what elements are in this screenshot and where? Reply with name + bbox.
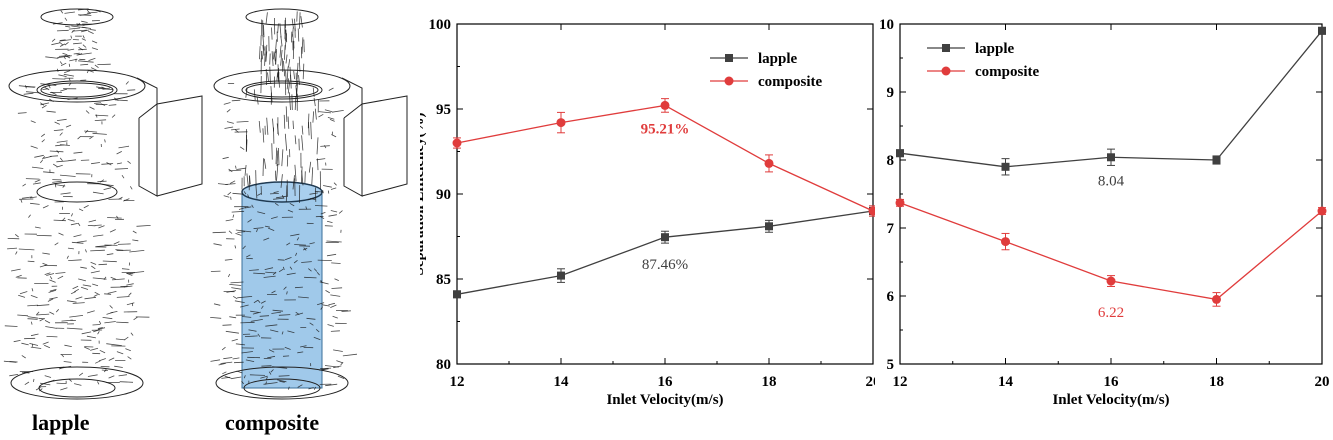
chart1-point-lapple [1107, 153, 1115, 162]
chart1-point-composite [1106, 276, 1116, 286]
chart0-y-tick-label: 95 [436, 102, 451, 118]
lapple-cyclone [3, 8, 203, 400]
chart0-point-composite [452, 138, 462, 148]
lapple-inlet-box [138, 95, 203, 197]
chart0-y-axis-label: Separation Efficiency(%) [420, 113, 427, 276]
lapple-top-outlet [40, 8, 114, 26]
chart0-point-composite [764, 158, 774, 168]
chart1-legend-marker-lapple [942, 44, 950, 52]
chart0-x-tick-label: 20 [866, 374, 876, 390]
chart1-y-tick-label: 10 [879, 17, 894, 33]
chart0-x-tick-label: 16 [658, 374, 674, 390]
lapple-body-top [8, 69, 146, 103]
chart0-legend-marker-composite [724, 76, 734, 86]
composite-top-outlet [245, 8, 319, 26]
chart1-point-lapple [896, 149, 904, 158]
chart1-y-tick-label: 8 [887, 153, 895, 169]
chart1-legend-label-composite: composite [975, 64, 1039, 80]
chart1-point-composite [1317, 206, 1327, 216]
chart0-y-tick-label: 100 [429, 17, 452, 33]
chart1-point-lapple [1318, 26, 1326, 35]
chart1-y-tick-label: 5 [887, 357, 895, 373]
chart1-x-tick-label: 14 [998, 374, 1014, 390]
chart0-point-lapple [765, 222, 773, 231]
lapple-vortex-finder [36, 80, 118, 100]
chart0-x-tick-label: 18 [762, 374, 777, 390]
chart0-x-tick-label: 14 [554, 374, 570, 390]
label-lapple: lapple [32, 410, 90, 435]
chart1-point-composite [895, 198, 905, 208]
lapple-mid-ring [36, 181, 118, 203]
composite-inlet-box [343, 95, 408, 197]
chart1-series-composite [895, 198, 1327, 307]
chart1-x-tick-label: 16 [1104, 374, 1120, 390]
composite-inner-tube [241, 191, 323, 389]
chart0-legend-marker-lapple [725, 54, 733, 62]
chart0-line-lapple [456, 210, 874, 295]
lapple-velocity-vectors [3, 8, 151, 392]
chart1-line-lapple [899, 30, 1323, 168]
chart1-point-composite [1001, 237, 1010, 247]
chart0-point-composite [868, 206, 875, 216]
chart1-y-tick-label: 7 [887, 221, 895, 237]
chart1-legend-marker-composite [941, 66, 951, 76]
chart0-legend-label-lapple: lapple [758, 51, 798, 67]
chart0-y-tick-label: 80 [436, 357, 451, 373]
chart0-y-tick-label: 85 [436, 272, 451, 288]
label-composite: composite [225, 410, 320, 435]
composite-body-top [213, 69, 351, 103]
chart1-x-tick-label: 18 [1209, 374, 1224, 390]
chart1-x-tick-label: 12 [893, 374, 908, 390]
chart0-y-tick-label: 90 [436, 187, 451, 203]
chart0-point-lapple [557, 271, 565, 280]
lapple-inlet-side [136, 77, 158, 197]
composite-bottom [215, 366, 349, 400]
chart1-legend-label-lapple: lapple [975, 41, 1015, 57]
chart0-annotation-composite: 95.21% [641, 121, 690, 137]
chart1-point-composite [1212, 294, 1221, 304]
lapple-vortex-finder-inner [40, 82, 114, 98]
chart1-point-lapple [1001, 162, 1010, 171]
composite-bottom-inner [243, 378, 321, 398]
chart0-legend-label-composite: composite [758, 74, 822, 90]
chart1-x-axis-label: Inlet Velocity(m/s) [1052, 392, 1169, 408]
chart0-x-tick-label: 12 [450, 374, 465, 390]
chart0-point-composite [556, 118, 566, 128]
chart0-annotation-lapple: 87.46% [642, 257, 688, 273]
chart1-x-tick-label: 20 [1315, 374, 1330, 390]
chart1-y-tick-label: 9 [887, 85, 895, 101]
chart0-series-lapple [453, 205, 875, 299]
chart0-series-composite [452, 98, 875, 217]
chart1-point-lapple [1212, 156, 1221, 164]
composite-velocity-vectors [210, 11, 358, 390]
cyclone-illustrations [3, 8, 408, 400]
chart0-point-composite [660, 100, 670, 110]
lapple-bottom [10, 366, 144, 400]
composite-cyclone [210, 8, 408, 400]
chart1-annotation-lapple: 8.04 [1098, 173, 1125, 189]
chart1-y-tick-label: 6 [887, 289, 895, 305]
chart1-annotation-composite: 6.22 [1098, 305, 1124, 321]
chart0-x-axis-label: Inlet Velocity(m/s) [606, 392, 723, 408]
composite-inlet-side [341, 77, 363, 197]
chart0-point-lapple [453, 290, 461, 299]
chart1-series-lapple [896, 26, 1326, 176]
separation-efficiency-chart: 12 14 16 18 20 80 85 90 95 100 Inlet Velocity(m/s)… [420, 17, 876, 408]
composite-vortex-finder [241, 80, 323, 100]
chart0-point-lapple [661, 233, 669, 242]
composite-vortex-finder-inner [245, 82, 319, 98]
